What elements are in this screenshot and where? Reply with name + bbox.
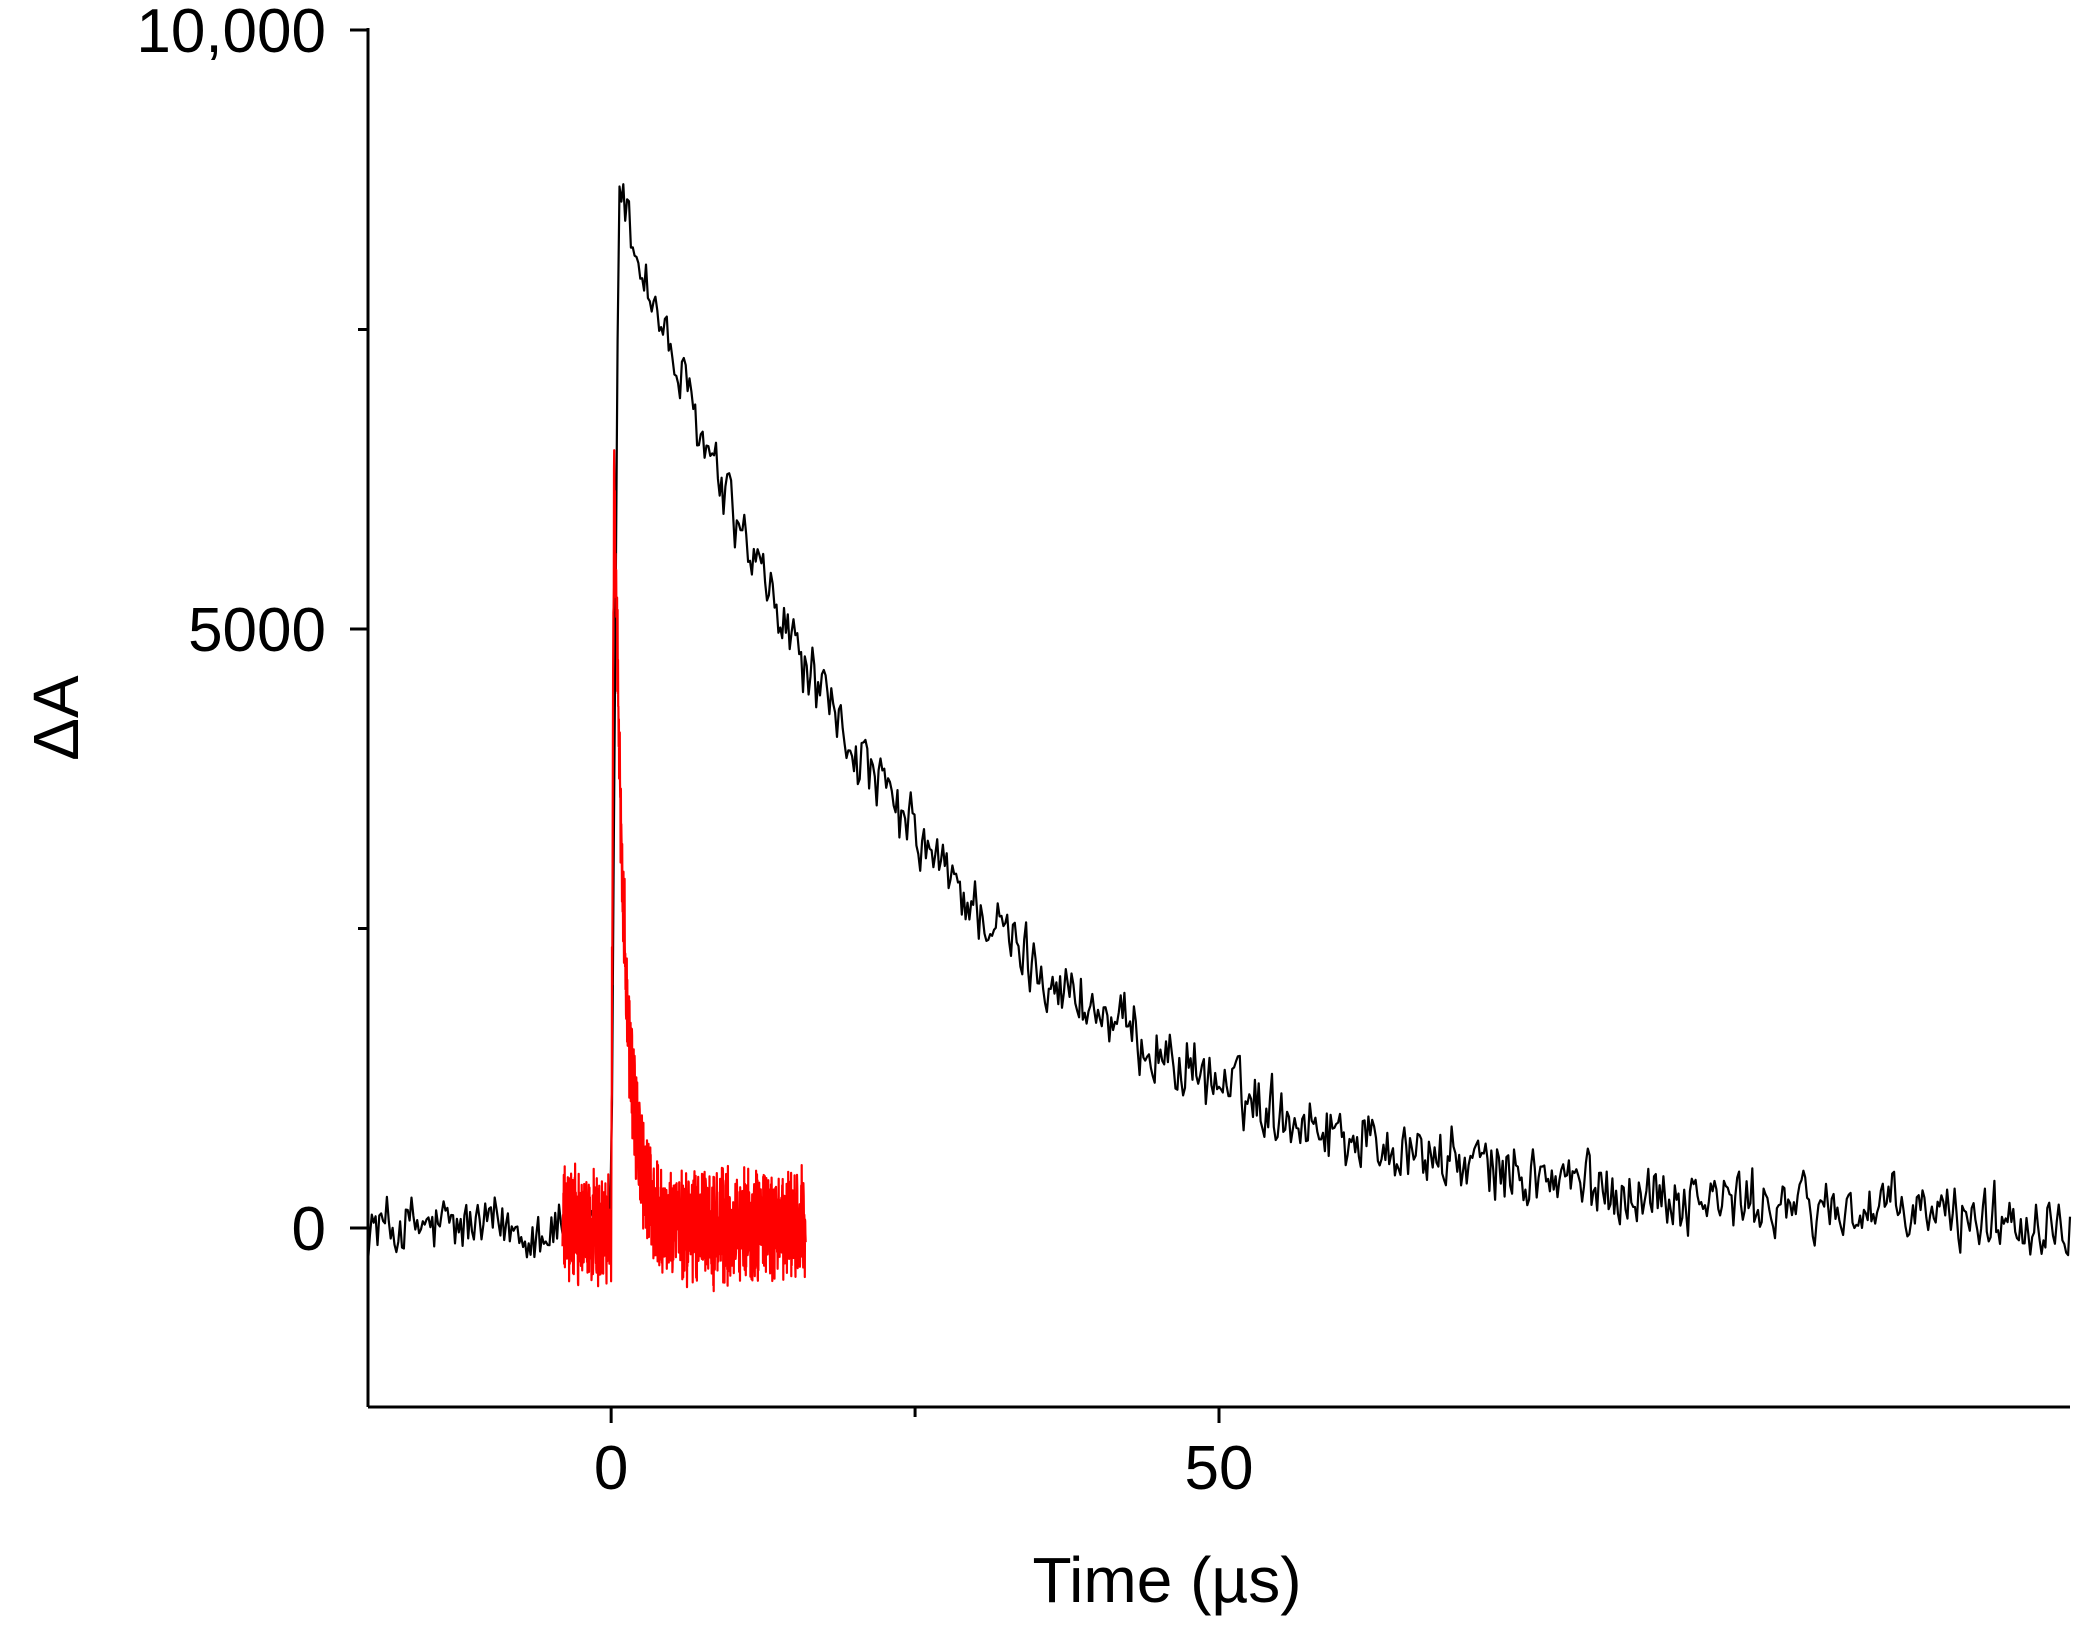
x-tick-label: 50 [1185, 1434, 1254, 1503]
y-tick-label: 10,000 [136, 0, 326, 66]
series-red-trace [561, 449, 807, 1293]
axes [366, 28, 2070, 1409]
traces [366, 183, 2072, 1293]
ticks: 0 5000 10,000 0 50 [136, 0, 1253, 1503]
x-tick-label: 0 [594, 1434, 628, 1503]
series-black-trace [366, 183, 2072, 1263]
y-tick-label: 0 [292, 1195, 326, 1264]
y-tick-label: 5000 [188, 596, 326, 665]
x-axis-title: Time (µs) [1032, 1544, 1301, 1616]
y-axis-title: ΔA [20, 675, 92, 761]
